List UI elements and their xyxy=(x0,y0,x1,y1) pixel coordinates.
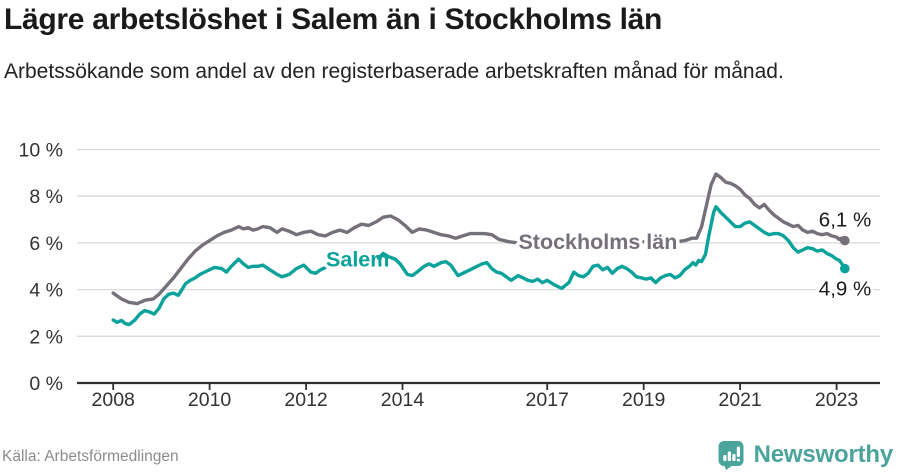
x-tick-label-2023: 2023 xyxy=(815,389,858,411)
end-dot-salem xyxy=(840,263,850,274)
series-label-stockholms-l-n: Stockholms län xyxy=(518,230,677,254)
series-caret-overlay-salem xyxy=(376,251,402,266)
x-tick-label-2014: 2014 xyxy=(381,389,425,411)
y-tick-label-0: 0 % xyxy=(29,373,63,395)
y-tick-label-10: 10 % xyxy=(19,140,63,162)
newsworthy-brand: Newsworthy xyxy=(718,440,893,470)
end-value-label-stockholms-l-n: 6,1 % xyxy=(819,209,871,232)
end-dot-stockholms-l-n xyxy=(840,235,850,246)
x-tick-label-2010: 2010 xyxy=(188,389,232,411)
series-label-salem: Salem xyxy=(326,248,389,272)
series-line-stockholms-l-n xyxy=(111,172,847,306)
chart-subtitle: Arbetssökande som andel av den registerb… xyxy=(4,60,784,83)
y-tick-label-4: 4 % xyxy=(29,280,63,302)
newsworthy-logo-icon xyxy=(718,440,744,470)
x-tick-label-2012: 2012 xyxy=(284,389,327,411)
page-title: Lägre arbetslöshet i Salem än i Stockhol… xyxy=(4,3,663,36)
brand-wordmark: Newsworthy xyxy=(753,441,894,468)
source-note: Källa: Arbetsförmedlingen xyxy=(2,448,179,465)
x-tick-label-2019: 2019 xyxy=(622,389,665,411)
x-tick-label-2017: 2017 xyxy=(526,389,569,411)
y-tick-label-6: 6 % xyxy=(29,233,63,255)
y-tick-label-8: 8 % xyxy=(29,186,63,208)
end-value-label-salem: 4,9 % xyxy=(819,278,871,301)
series-line-salem xyxy=(111,205,847,327)
y-tick-label-2: 2 % xyxy=(29,326,63,348)
x-tick-label-2008: 2008 xyxy=(92,389,135,411)
x-tick-label-2021: 2021 xyxy=(718,389,761,411)
